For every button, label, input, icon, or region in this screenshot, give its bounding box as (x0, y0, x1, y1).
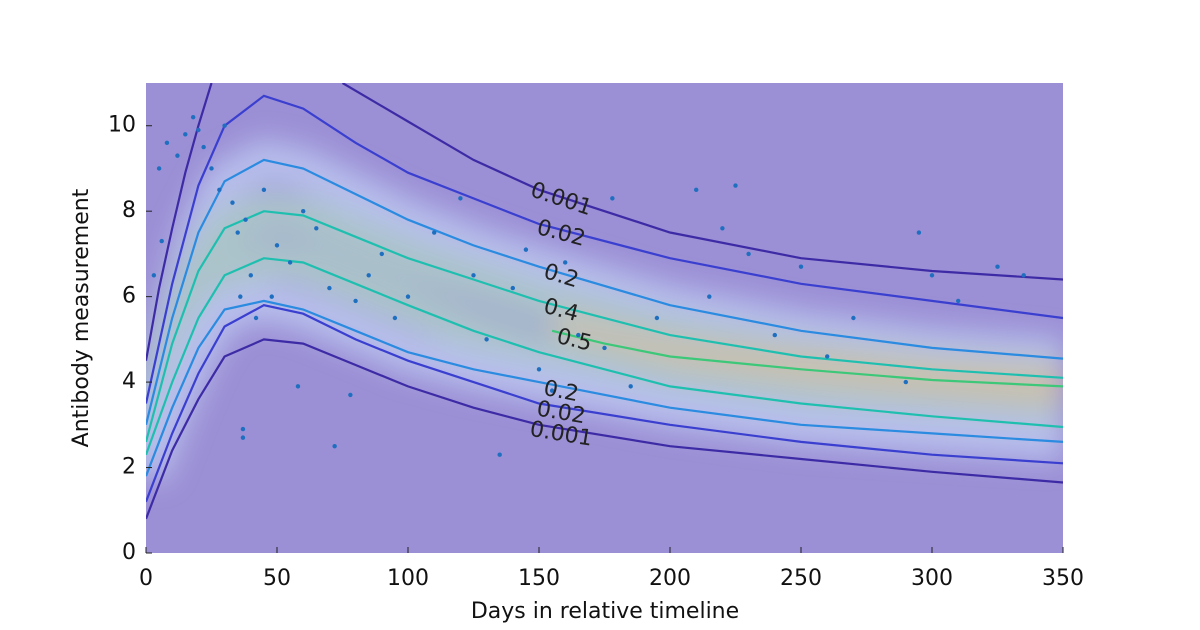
plot-area (146, 83, 1063, 520)
y-tick-label: 2 (122, 455, 136, 480)
scatter-point (471, 273, 476, 278)
scatter-point (190, 114, 196, 120)
scatter-point (432, 230, 437, 235)
scatter-point (851, 315, 856, 321)
y-tick-label: 4 (122, 369, 136, 394)
scatter-point (253, 315, 259, 321)
scatter-point (733, 183, 738, 188)
x-tick-label: 50 (263, 566, 291, 591)
scatter-point (392, 315, 398, 321)
x-tick-label: 300 (911, 566, 953, 591)
scatter-point (217, 187, 222, 193)
scatter-point (694, 187, 699, 193)
contour-line (146, 83, 1063, 361)
y-axis-label: Antibody measurement (69, 188, 94, 447)
contour-line (146, 210, 1063, 443)
scatter-point (379, 251, 384, 257)
scatter-point (332, 443, 337, 449)
contour-line (551, 329, 1063, 388)
scatter-point (269, 294, 274, 299)
y-tick-label: 0 (122, 540, 136, 565)
scatter-point (287, 260, 293, 265)
contour-line (146, 299, 1063, 477)
scatter-point (159, 238, 164, 244)
scatter-point (536, 367, 542, 372)
contour-line (146, 338, 1063, 520)
scatter-point (243, 217, 248, 222)
x-tick-label: 250 (780, 566, 822, 591)
scatter-point (240, 426, 246, 432)
scatter-point (903, 379, 908, 385)
scatter-point (497, 452, 502, 457)
scatter-point (151, 273, 157, 278)
scatter-point (348, 392, 353, 398)
contour-line (146, 158, 1063, 426)
scatter-point (654, 315, 660, 321)
scatter-point (201, 144, 206, 150)
scatter-point (707, 294, 712, 299)
scatter-point (602, 345, 607, 351)
scatter-point (274, 243, 280, 248)
scatter-point (484, 337, 489, 342)
scatter-point (261, 187, 267, 193)
scatter-point (353, 298, 358, 304)
scatter-point (366, 273, 371, 278)
x-tick-label: 100 (387, 566, 429, 591)
y-tick-label: 8 (122, 198, 136, 223)
scatter-point (405, 294, 411, 299)
scatter-point (576, 332, 581, 338)
scatter-point (230, 200, 235, 205)
scatter-point (798, 264, 804, 269)
scatter-point (549, 388, 555, 393)
scatter-point (240, 435, 246, 440)
scatter-point (183, 132, 188, 137)
scatter-point (314, 226, 319, 231)
contour-line (146, 304, 1063, 503)
scatter-point (956, 298, 961, 304)
scatter-point (746, 251, 751, 257)
x-axis-label: Days in relative timeline (471, 599, 739, 624)
scatter-point (628, 384, 633, 389)
scatter-point (563, 260, 568, 265)
y-tick-label: 6 (122, 284, 136, 309)
scatter-point (772, 332, 777, 338)
scatter-point (523, 247, 529, 252)
scatter-point (458, 196, 463, 201)
x-tick-label: 0 (139, 566, 153, 591)
x-tick-label: 350 (1042, 566, 1084, 591)
scatter-point (995, 264, 1000, 269)
scatter-point (1021, 273, 1026, 278)
scatter-point (720, 226, 725, 231)
scatter-point (248, 273, 253, 278)
x-tick-label: 200 (649, 566, 691, 591)
scatter-point (916, 230, 922, 235)
scatter-point (301, 208, 306, 214)
scatter-point (825, 354, 830, 359)
contour-line (146, 257, 1063, 456)
contour-line (146, 94, 1063, 404)
y-tick-label: 10 (108, 113, 136, 138)
scatter-point (156, 166, 162, 171)
scatter-point (175, 153, 180, 158)
scatter-point (222, 123, 227, 128)
scatter-point (196, 127, 201, 133)
scatter-point (209, 166, 214, 171)
scatter-point (238, 294, 243, 299)
scatter-point (295, 384, 301, 389)
scatter-point (929, 273, 935, 278)
scatter-point (235, 230, 240, 235)
scatter-point (327, 285, 332, 291)
x-tick-label: 150 (518, 566, 560, 591)
scatter-point (164, 140, 170, 146)
scatter-point (510, 285, 515, 291)
scatter-point (610, 196, 615, 201)
